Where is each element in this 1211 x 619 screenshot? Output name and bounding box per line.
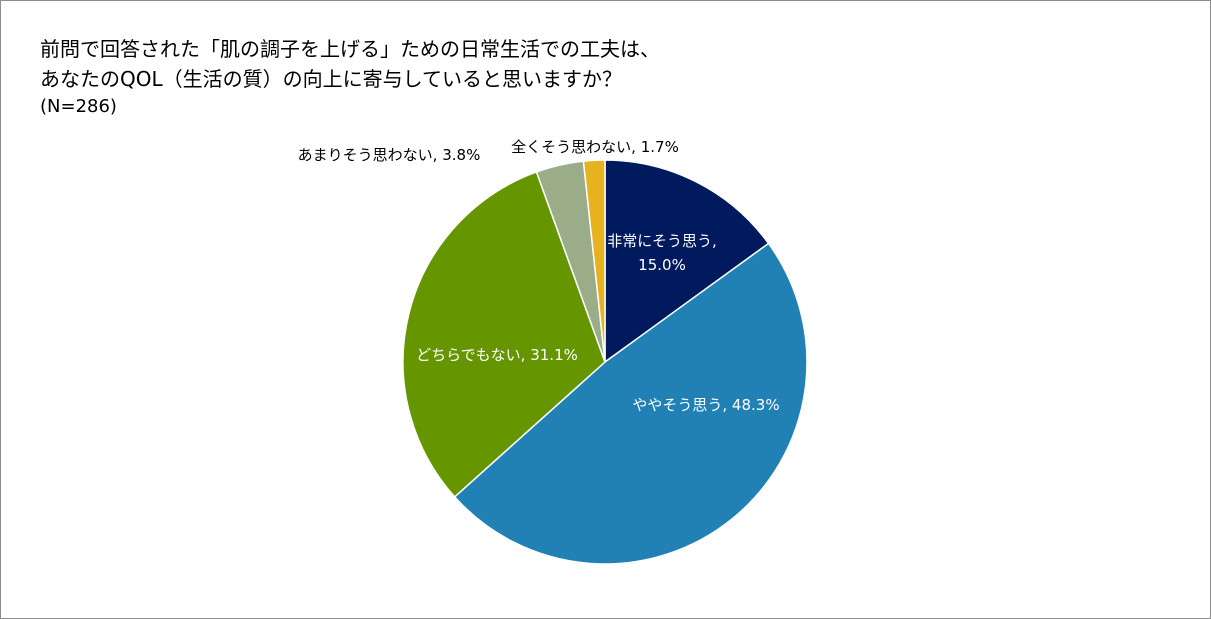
sample-size: (N=286) xyxy=(40,96,117,117)
pie-labels: 非常にそう思う, 15.0% ややそう思う, 48.3% どちらでもない, 31.1%… xyxy=(298,138,780,414)
slice-label-value: 15.0% xyxy=(638,256,686,274)
slice-label-name: 非常にそう思う, xyxy=(607,232,716,250)
slice-label-1: 非常にそう思う, 15.0% xyxy=(607,232,716,274)
slice-label-5: 全くそう思わない, 1.7% xyxy=(511,138,679,156)
slice-label-3: どちらでもない, 31.1% xyxy=(416,346,578,364)
slice-label-2: ややそう思う, 48.3% xyxy=(632,396,779,414)
chart-title: 前問で回答された「肌の調子を上げる」ための日常生活での工夫は、 あなたのQOL（… xyxy=(40,34,660,120)
chart-title-line-2: あなたのQOL（生活の質）の向上に寄与していると思いますか？ xyxy=(40,67,623,91)
pie-slice-3 xyxy=(402,171,606,498)
pie-slice-2 xyxy=(453,242,808,565)
pie-slice-5 xyxy=(582,159,606,363)
pie-slices xyxy=(402,159,808,565)
chart-title-line-1: 前問で回答された「肌の調子を上げる」ための日常生活での工夫は、 xyxy=(40,37,660,61)
slice-label-4: あまりそう思わない, 3.8% xyxy=(298,146,481,164)
pie-slice-1 xyxy=(604,159,770,364)
